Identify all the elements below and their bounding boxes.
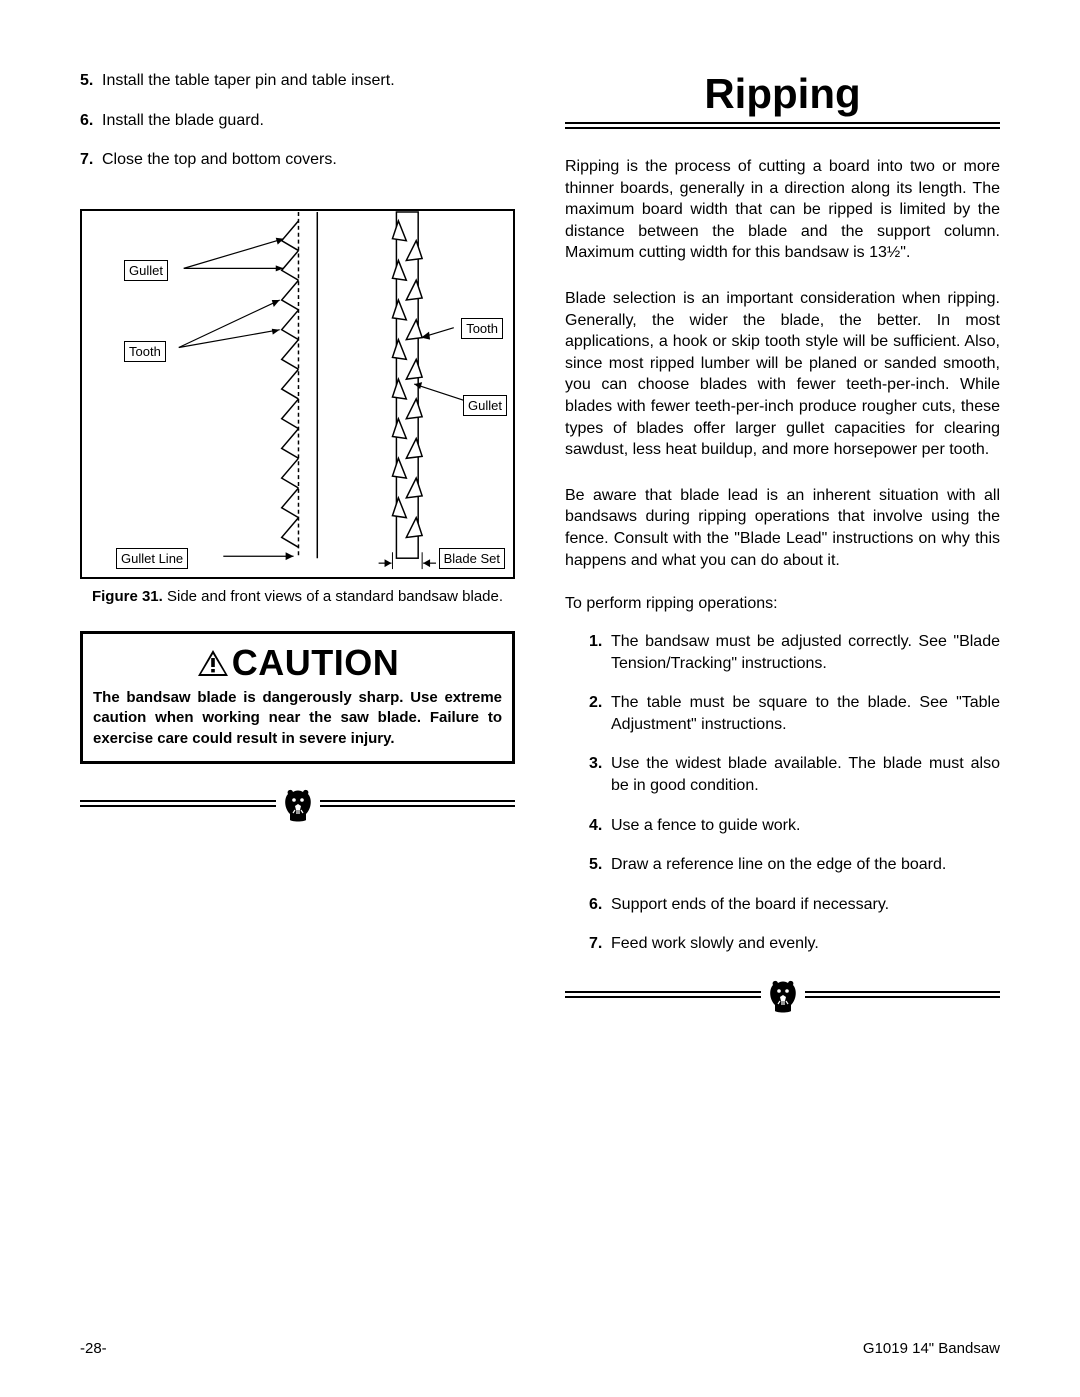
caution-title: CAUTION (93, 642, 502, 684)
figure-31-diagram: Gullet Tooth Tooth Gullet Gullet Line Bl… (80, 209, 515, 579)
figure-label-tooth-right: Tooth (461, 318, 503, 339)
caution-box: CAUTION The bandsaw blade is dangerously… (80, 631, 515, 764)
step-number: 6. (589, 894, 611, 916)
step-text: Feed work slowly and evenly. (611, 933, 819, 955)
bear-icon (767, 979, 799, 1013)
figure-label-gullet-line: Gullet Line (116, 548, 188, 569)
step-text: Use the widest blade available. The blad… (611, 753, 1000, 796)
step-number: 1. (589, 631, 611, 674)
step-text: Install the table taper pin and table in… (102, 70, 395, 92)
step-text: Support ends of the board if necessary. (611, 894, 889, 916)
document-name: G1019 14" Bandsaw (863, 1340, 1000, 1357)
caution-title-text: CAUTION (232, 642, 400, 684)
step-text: Use a fence to guide work. (611, 815, 800, 837)
figure-label-blade-set: Blade Set (439, 548, 505, 569)
page-footer: -28- G1019 14" Bandsaw (80, 1340, 1000, 1357)
list-item: 5.Draw a reference line on the edge of t… (589, 854, 1000, 876)
step-number: 6. (80, 110, 102, 132)
caution-text: The bandsaw blade is dangerously sharp. … (93, 688, 502, 749)
figure-label-gullet-right: Gullet (463, 395, 507, 416)
warning-triangle-icon (196, 648, 230, 678)
step-number: 7. (80, 149, 102, 171)
list-item: 2.The table must be square to the blade.… (589, 692, 1000, 735)
divider-line (805, 991, 1001, 1001)
step-number: 7. (589, 933, 611, 955)
figure-label-gullet-left: Gullet (124, 260, 168, 281)
figure-caption-text: Side and front views of a standard bands… (163, 588, 503, 605)
step-number: 4. (589, 815, 611, 837)
step-text: The bandsaw must be adjusted correctly. … (611, 631, 1000, 674)
section-title: Ripping (565, 70, 1000, 118)
divider-line (80, 800, 276, 810)
step-number: 5. (589, 854, 611, 876)
step-text: Install the blade guard. (102, 110, 264, 132)
page-body: 5. Install the table taper pin and table… (80, 70, 1000, 1290)
step-text: The table must be square to the blade. S… (611, 692, 1000, 735)
left-column: 5. Install the table taper pin and table… (80, 70, 515, 1290)
step-number: 5. (80, 70, 102, 92)
step-text: Close the top and bottom covers. (102, 149, 337, 171)
list-item: 7. Close the top and bottom covers. (80, 149, 515, 171)
list-item: 1.The bandsaw must be adjusted correctly… (589, 631, 1000, 674)
step-text: Draw a reference line on the edge of the… (611, 854, 946, 876)
divider-line (565, 991, 761, 1001)
list-item: 4.Use a fence to guide work. (589, 815, 1000, 837)
bear-icon (282, 788, 314, 822)
paragraph: Blade selection is an important consider… (565, 288, 1000, 461)
paragraph: Ripping is the process of cutting a boar… (565, 156, 1000, 264)
ripping-intro: To perform ripping operations: (565, 595, 1000, 613)
paragraph: Be aware that blade lead is an inherent … (565, 485, 1000, 571)
figure-caption-number: Figure 31. (92, 588, 163, 605)
section-divider-left (80, 788, 515, 822)
list-item: 6. Install the blade guard. (80, 110, 515, 132)
title-rule-group (565, 122, 1000, 132)
ripping-steps: 1.The bandsaw must be adjusted correctly… (565, 631, 1000, 973)
list-item: 5. Install the table taper pin and table… (80, 70, 515, 92)
installation-steps: 5. Install the table taper pin and table… (80, 70, 515, 189)
divider-line (320, 800, 516, 810)
figure-label-tooth-left: Tooth (124, 341, 166, 362)
list-item: 7.Feed work slowly and evenly. (589, 933, 1000, 955)
right-column: Ripping Ripping is the process of cuttin… (565, 70, 1000, 1290)
step-number: 3. (589, 753, 611, 796)
step-number: 2. (589, 692, 611, 735)
list-item: 3.Use the widest blade available. The bl… (589, 753, 1000, 796)
page-number: -28- (80, 1340, 107, 1357)
figure-caption: Figure 31. Side and front views of a sta… (80, 587, 515, 607)
section-divider-right (565, 979, 1000, 1013)
list-item: 6.Support ends of the board if necessary… (589, 894, 1000, 916)
